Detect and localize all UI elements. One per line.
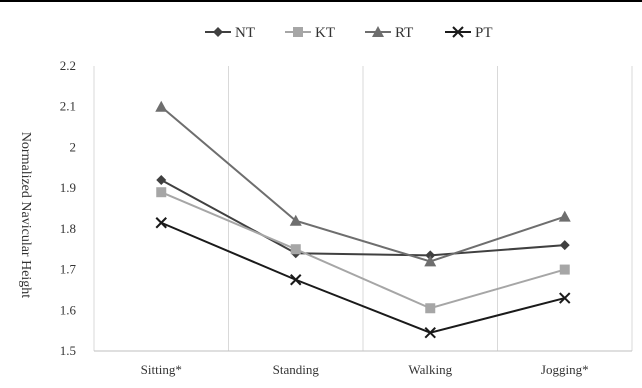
series-rt <box>155 100 571 267</box>
legend-label-nt: NT <box>235 25 255 41</box>
data-point-kt <box>290 244 301 255</box>
x-axis: Sitting* Standing Walking Jogging* <box>141 362 589 377</box>
data-point-nt <box>559 240 570 251</box>
legend-marker-rt <box>372 26 384 37</box>
y-tick-label: 1.5 <box>60 343 76 358</box>
legend-label-rt: RT <box>395 25 413 41</box>
data-point-kt <box>156 187 167 198</box>
y-tick-label: 1.7 <box>60 262 77 277</box>
series-pt <box>155 217 571 339</box>
legend-label-kt: KT <box>315 25 335 41</box>
data-point-rt <box>155 100 168 112</box>
series-line-pt <box>160 221 565 334</box>
data-point-pt <box>290 274 302 286</box>
y-axis-label: Normalized Navicular Height <box>18 132 33 298</box>
x-tick-label: Standing <box>273 362 320 377</box>
series-kt <box>156 187 570 314</box>
data-point-rt <box>289 214 302 226</box>
legend-marker-pt <box>452 26 464 38</box>
legend-marker-nt <box>213 27 223 37</box>
y-tick-label: 2 <box>70 139 77 154</box>
grid <box>93 66 633 352</box>
y-tick-label: 1.8 <box>60 221 76 236</box>
y-tick-label: 1.9 <box>60 180 76 195</box>
legend-item-rt: RT <box>365 25 413 41</box>
data-point-pt <box>155 217 167 229</box>
top-rule <box>0 0 642 2</box>
data-point-nt <box>425 250 436 261</box>
data-point-kt <box>559 264 570 275</box>
data-point-pt <box>424 326 436 339</box>
series-line-nt <box>160 179 565 257</box>
y-tick-label: 2.1 <box>60 99 76 114</box>
series-line-rt <box>160 105 566 263</box>
data-point-kt <box>425 303 436 314</box>
legend-item-nt: NT <box>205 25 255 41</box>
legend-marker-kt <box>293 27 303 37</box>
y-tick-label: 1.6 <box>60 302 77 317</box>
data-point-rt <box>558 210 571 222</box>
x-tick-label: Jogging* <box>541 362 589 377</box>
data-point-pt <box>559 292 571 304</box>
legend-label-pt: PT <box>475 25 493 41</box>
legend-item-pt: PT <box>445 25 493 41</box>
series-line-kt <box>160 191 566 310</box>
series-group <box>155 100 571 339</box>
x-tick-label: Sitting* <box>141 362 182 377</box>
data-point-nt <box>156 175 167 185</box>
data-point-rt <box>424 255 437 267</box>
legend: NT KT RT PT <box>205 25 493 41</box>
legend-item-kt: KT <box>285 25 335 41</box>
x-tick-label: Walking <box>408 362 452 377</box>
y-tick-label: 2.2 <box>60 58 76 73</box>
y-axis: 1.5 1.6 1.7 1.8 1.9 2 2.1 2.2 <box>60 58 77 358</box>
